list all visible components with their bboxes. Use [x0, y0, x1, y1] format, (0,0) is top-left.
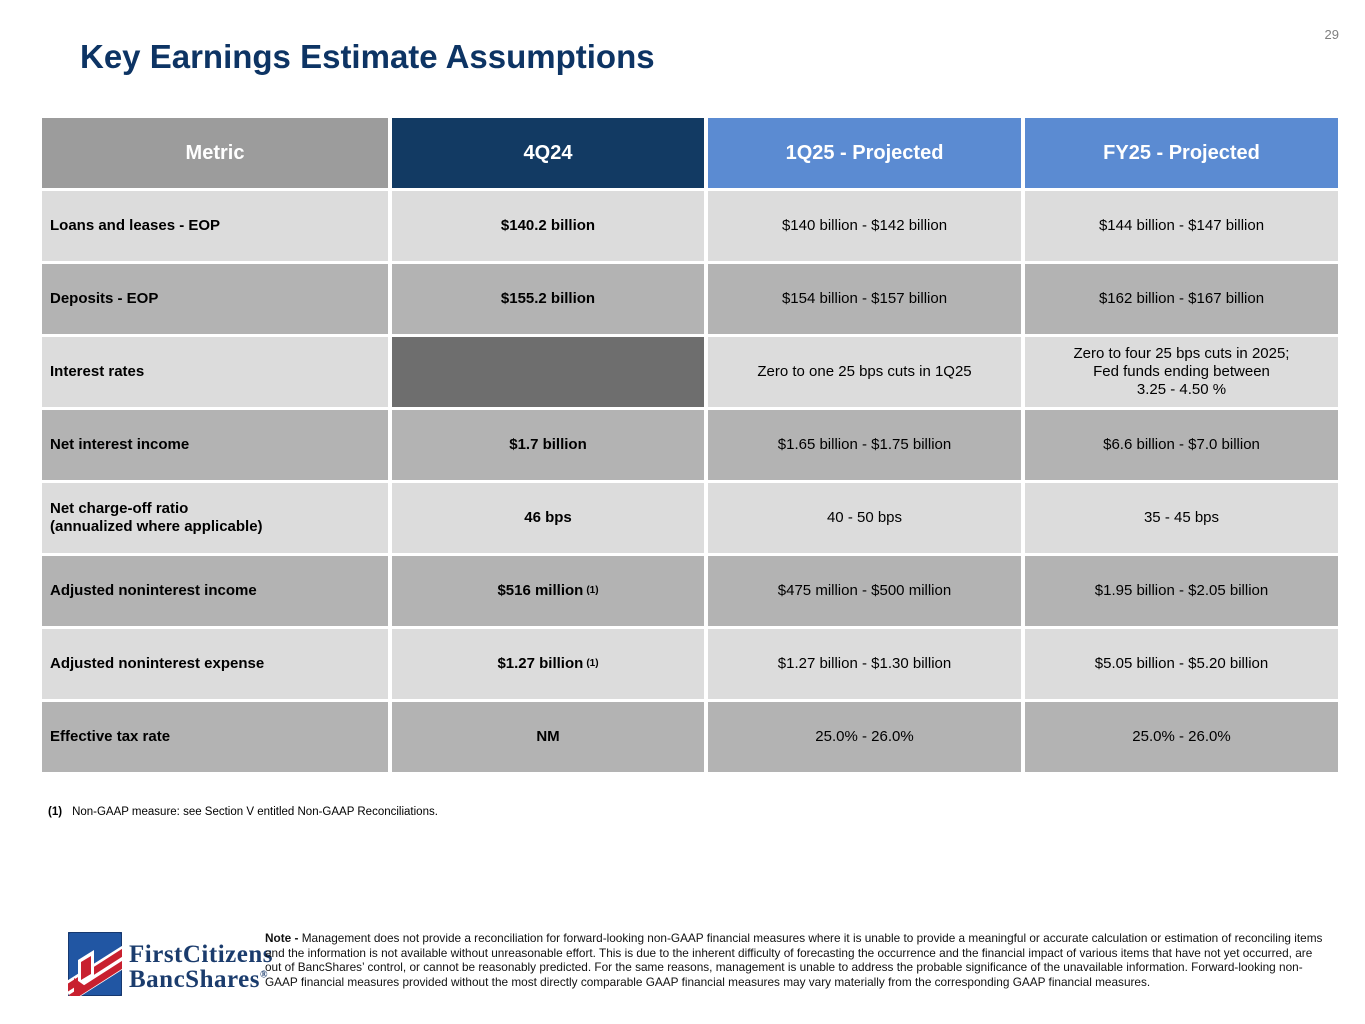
cell-fy25-value: 35 - 45 bps [1025, 483, 1338, 553]
cell-fy25-value: 25.0% - 26.0% [1025, 702, 1338, 772]
footnote: (1) Non-GAAP measure: see Section V entit… [48, 806, 438, 818]
cell-4q24-value: $516 million (1) [392, 556, 704, 626]
cell-4q24-value: $1.27 billion (1) [392, 629, 704, 699]
metric-label: Adjusted noninterest income [42, 556, 388, 626]
logo-line2: BancShares [129, 965, 260, 993]
note-text: Management does not provide a reconcilia… [265, 931, 1323, 989]
metric-label: Interest rates [42, 337, 388, 407]
column-header-1q25-projected: 1Q25 - Projected [708, 118, 1021, 188]
cell-1q25-value: Zero to one 25 bps cuts in 1Q25 [708, 337, 1021, 407]
footnote-text: Non-GAAP measure: see Section V entitled… [72, 806, 438, 818]
cell-fy25-value: $5.05 billion - $5.20 billion [1025, 629, 1338, 699]
registered-mark: ® [259, 969, 268, 981]
assumptions-table: Metric 4Q24 1Q25 - Projected FY25 - Proj… [42, 118, 1338, 772]
cell-4q24-value: $1.7 billion [392, 410, 704, 480]
cell-4q24-value: 46 bps [392, 483, 704, 553]
cell-fy25-value: $144 billion - $147 billion [1025, 191, 1338, 261]
column-header-4q24: 4Q24 [392, 118, 704, 188]
cell-fy25-value: $1.95 billion - $2.05 billion [1025, 556, 1338, 626]
metric-label: Net charge-off ratio (annualized where a… [42, 483, 388, 553]
logo-wordmark: FirstCitizens BancShares® [129, 942, 273, 992]
cell-1q25-value: $1.27 billion - $1.30 billion [708, 629, 1021, 699]
company-logo: FirstCitizens BancShares® [67, 931, 273, 1001]
column-header-metric: Metric [42, 118, 388, 188]
cell-fy25-value: Zero to four 25 bps cuts in 2025; Fed fu… [1025, 337, 1338, 407]
cell-4q24-value: NM [392, 702, 704, 772]
metric-label: Adjusted noninterest expense [42, 629, 388, 699]
logo-line1: FirstCitizens [129, 940, 273, 968]
cell-1q25-value: $1.65 billion - $1.75 billion [708, 410, 1021, 480]
cell-1q25-value: $475 million - $500 million [708, 556, 1021, 626]
cell-4q24-blank [392, 337, 704, 407]
note-label: Note - [265, 931, 302, 945]
metric-label: Net interest income [42, 410, 388, 480]
footnote-marker: (1) [48, 806, 63, 818]
cell-4q24-value: $155.2 billion [392, 264, 704, 334]
cell-1q25-value: $140 billion - $142 billion [708, 191, 1021, 261]
cell-1q25-value: 25.0% - 26.0% [708, 702, 1021, 772]
cell-1q25-value: $154 billion - $157 billion [708, 264, 1021, 334]
page-number: 29 [1324, 27, 1339, 42]
metric-label: Loans and leases - EOP [42, 191, 388, 261]
first-citizens-logo-icon [67, 931, 123, 1001]
column-header-fy25-projected: FY25 - Projected [1025, 118, 1338, 188]
cell-fy25-value: $162 billion - $167 billion [1025, 264, 1338, 334]
cell-fy25-value: $6.6 billion - $7.0 billion [1025, 410, 1338, 480]
page-title: Key Earnings Estimate Assumptions [80, 38, 655, 75]
metric-label: Effective tax rate [42, 702, 388, 772]
note-paragraph: Note - Management does not provide a rec… [265, 931, 1323, 990]
cell-4q24-value: $140.2 billion [392, 191, 704, 261]
metric-label: Deposits - EOP [42, 264, 388, 334]
cell-1q25-value: 40 - 50 bps [708, 483, 1021, 553]
